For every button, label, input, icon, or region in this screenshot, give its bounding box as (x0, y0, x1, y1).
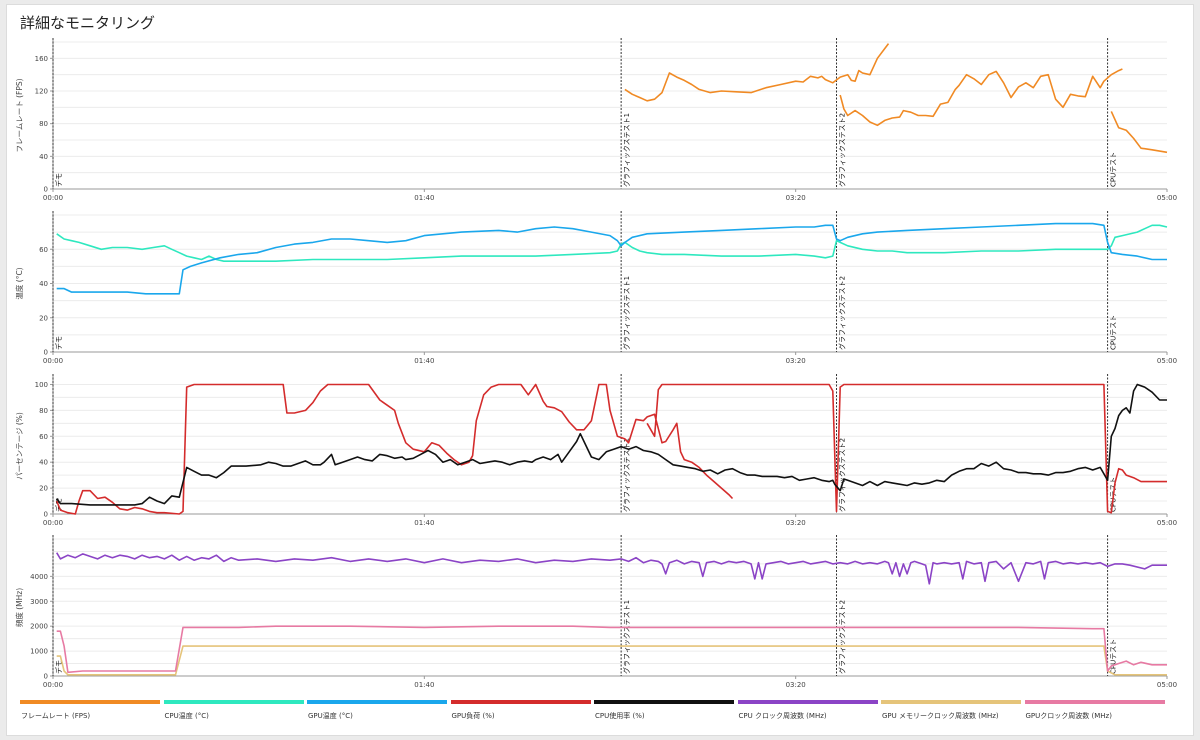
legend-label: CPU使用率 (%) (595, 712, 645, 720)
charts-area: 0 40 80 120 160 00:00 01:40 03:20 05:00 フレームレート (… (14, 38, 1177, 689)
series-line-GPUクロック周波数-(MHz) (56, 625, 1167, 674)
event-label: CPUテスト (1110, 152, 1118, 187)
legend-label: GPUクロック周波数 (MHz) (1025, 712, 1112, 720)
legend-item[interactable]: GPU温度 (°C) (307, 700, 447, 721)
y-tick-label: 120 (35, 88, 48, 96)
y-tick-label: 100 (35, 381, 48, 389)
y-tick-label: 160 (35, 55, 48, 63)
x-tick-label: 03:20 (786, 194, 806, 202)
y-tick-label: 40 (39, 280, 48, 288)
legend-label: フレームレート (FPS) (21, 712, 91, 720)
event-label: デモ (54, 173, 63, 187)
x-tick-label: 01:40 (414, 681, 434, 689)
series-line-フレームレート-(FPS) (624, 43, 890, 102)
y-axis-label: 頻度 (MHz) (14, 588, 24, 627)
chart-panel-2: 0 20 40 60 80 100 00:00 01:40 03:20 05:00 パーセンテージ … (15, 374, 1177, 527)
legend-item[interactable]: CPU クロック周波数 (MHz) (737, 700, 878, 721)
y-axis-label: フレームレート (FPS) (15, 78, 24, 152)
event-label: グラフィックステスト2 (838, 600, 847, 674)
event-label: グラフィックステスト2 (838, 113, 847, 187)
x-tick-label: 05:00 (1157, 681, 1177, 689)
y-axis-label: 温度 (°C) (14, 267, 24, 299)
y-tick-label: 0 (44, 673, 48, 681)
legend: フレームレート (FPS) CPU温度 (°C) GPU温度 (°C) GPU負荷 (… (20, 700, 1170, 728)
event-label: グラフィックステスト1 (622, 113, 631, 187)
legend-swatch (594, 700, 734, 704)
y-tick-label: 60 (39, 433, 48, 441)
chart-panel-3: 0 1000 2000 3000 4000 00:00 01:40 03:20 05:00 頻度 … (14, 535, 1177, 689)
y-axis-label: パーセンテージ (%) (15, 412, 24, 480)
legend-label: CPU クロック周波数 (MHz) (738, 712, 827, 720)
legend-label: GPU メモリークロック周波数 (MHz) (882, 712, 999, 720)
series-line-GPU-メモリークロック周波数-(MHz) (56, 645, 1167, 676)
legend-item[interactable]: CPU温度 (°C) (163, 700, 304, 721)
legend-item[interactable]: CPU使用率 (%) (594, 700, 734, 721)
x-tick-label: 03:20 (786, 357, 806, 365)
x-tick-label: 00:00 (43, 519, 63, 527)
chart-panel-1: 0 20 40 60 00:00 01:40 03:20 05:00 温度 (°C) デモ グラフィ… (14, 211, 1177, 365)
x-tick-label: 00:00 (43, 681, 63, 689)
legend-item[interactable]: GPUクロック周波数 (MHz) (1024, 700, 1165, 721)
y-tick-label: 1000 (30, 648, 48, 656)
legend-swatch (307, 700, 447, 704)
x-tick-label: 01:40 (414, 194, 434, 202)
y-tick-label: 60 (39, 246, 48, 254)
x-tick-label: 03:20 (786, 681, 806, 689)
x-tick-label: 05:00 (1157, 519, 1177, 527)
event-label: グラフィックステスト2 (838, 438, 847, 512)
event-label: デモ (54, 660, 63, 674)
x-tick-label: 03:20 (786, 519, 806, 527)
legend-swatch (1024, 700, 1165, 704)
y-tick-label: 40 (39, 459, 48, 467)
series-line-GPU温度-(°C) (56, 222, 1167, 295)
y-tick-label: 0 (44, 511, 48, 519)
x-tick-label: 05:00 (1157, 194, 1177, 202)
y-tick-label: 20 (39, 485, 48, 493)
series-line-CPU使用率-(%) (56, 383, 1167, 506)
legend-label: GPU温度 (°C) (308, 712, 353, 720)
y-tick-label: 3000 (30, 598, 48, 606)
legend-swatch (881, 700, 1021, 704)
x-tick-label: 01:40 (414, 519, 434, 527)
series-line-CPU-クロック周波数-(MHz) (56, 552, 1167, 585)
event-label: グラフィックステスト2 (838, 276, 847, 350)
x-tick-label: 00:00 (43, 194, 63, 202)
y-tick-label: 0 (44, 349, 48, 357)
event-label: グラフィックステスト1 (622, 276, 631, 350)
event-label: グラフィックステスト1 (622, 438, 631, 512)
y-tick-label: 20 (39, 314, 48, 322)
y-tick-label: 80 (39, 407, 48, 415)
event-label: CPUテスト (1110, 315, 1118, 350)
series-line-GPU負荷-(%) (55, 383, 1167, 515)
y-tick-label: 80 (39, 120, 48, 128)
legend-swatch (163, 700, 304, 704)
legend-item[interactable]: フレームレート (FPS) (20, 700, 160, 721)
y-tick-label: 0 (44, 186, 48, 194)
x-tick-label: 01:40 (414, 357, 434, 365)
chart-panel-0: 0 40 80 120 160 00:00 01:40 03:20 05:00 フレームレート (… (15, 38, 1177, 202)
event-label: グラフィックステスト1 (622, 600, 631, 674)
legend-label: CPU温度 (°C) (164, 712, 209, 720)
legend-item[interactable]: GPU負荷 (%) (450, 700, 591, 721)
x-tick-label: 00:00 (43, 357, 63, 365)
legend-item[interactable]: GPU メモリークロック周波数 (MHz) (881, 700, 1021, 721)
event-label: デモ (54, 336, 63, 350)
y-tick-label: 2000 (30, 623, 48, 631)
y-tick-label: 4000 (30, 573, 48, 581)
page-title: 詳細なモニタリング (20, 14, 156, 32)
y-tick-label: 40 (39, 153, 48, 161)
legend-label: GPU負荷 (%) (451, 712, 495, 720)
x-tick-label: 05:00 (1157, 357, 1177, 365)
legend-swatch (450, 700, 591, 704)
legend-swatch (737, 700, 878, 704)
series-line-CPU温度-(°C) (56, 224, 1168, 262)
event-label: CPUテスト (1110, 639, 1118, 674)
legend-swatch (20, 700, 160, 704)
series-line-フレームレート-(FPS) (1110, 111, 1168, 154)
series-line-フレームレート-(FPS) (839, 68, 1123, 127)
